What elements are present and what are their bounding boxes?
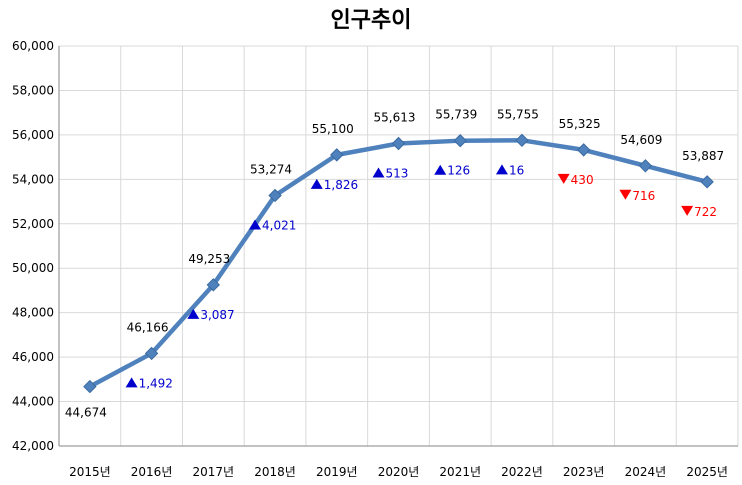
change-label: 513	[386, 166, 409, 180]
data-point-marker	[515, 133, 529, 148]
change-label: 430	[571, 173, 594, 187]
data-label: 46,166	[127, 320, 169, 334]
x-tick-label: 2015년	[69, 465, 111, 479]
data-label: 55,100	[312, 122, 354, 136]
data-point-marker	[576, 143, 591, 157]
decrease-triangle-icon	[557, 173, 570, 184]
change-label: 722	[694, 205, 717, 219]
data-label: 53,274	[250, 162, 292, 176]
x-tick-label: 2019년	[316, 465, 358, 479]
increase-triangle-icon	[125, 377, 138, 388]
x-tick-label: 2017년	[193, 465, 235, 479]
y-tick-label: 42,000	[12, 439, 54, 453]
decrease-triangle-icon	[681, 205, 694, 216]
decrease-triangle-icon	[619, 189, 632, 200]
x-tick-label: 2018년	[254, 465, 296, 479]
change-label: 16	[509, 163, 524, 177]
data-label: 54,609	[620, 133, 662, 147]
y-tick-label: 46,000	[12, 350, 54, 364]
data-label: 53,887	[682, 149, 724, 163]
data-label: 49,253	[188, 252, 230, 266]
y-tick-label: 50,000	[12, 261, 54, 275]
increase-triangle-icon	[434, 164, 447, 175]
y-tick-label: 48,000	[12, 306, 54, 320]
data-point-marker	[330, 148, 344, 162]
chart-title: 인구추이	[330, 8, 412, 33]
data-label: 55,613	[374, 110, 416, 124]
increase-triangle-icon	[187, 308, 200, 319]
x-tick-label: 2016년	[131, 465, 173, 479]
y-tick-label: 44,000	[12, 395, 54, 409]
increase-triangle-icon	[310, 178, 323, 189]
data-point-marker	[206, 278, 221, 292]
data-point-marker	[453, 133, 467, 148]
change-label: 1,826	[324, 178, 358, 192]
y-tick-label: 52,000	[12, 217, 54, 231]
data-point-marker	[83, 379, 97, 394]
change-label: 126	[447, 164, 470, 178]
data-point-marker	[391, 136, 406, 151]
data-label: 55,739	[435, 108, 477, 122]
x-tick-label: 2023년	[563, 465, 605, 479]
data-label: 55,325	[559, 117, 601, 131]
y-tick-label: 60,000	[12, 39, 54, 53]
data-point-marker	[700, 175, 714, 189]
increase-triangle-icon	[372, 167, 385, 178]
change-label: 716	[632, 189, 655, 203]
data-label: 55,755	[497, 107, 539, 121]
data-point-marker	[144, 346, 159, 361]
increase-triangle-icon	[495, 164, 508, 175]
y-tick-label: 58,000	[12, 83, 54, 97]
data-point-marker	[268, 188, 282, 203]
y-tick-label: 56,000	[12, 128, 54, 142]
change-label: 4,021	[262, 218, 296, 232]
x-tick-label: 2022년	[501, 465, 543, 479]
data-point-marker	[638, 159, 653, 173]
increase-triangle-icon	[249, 219, 262, 230]
x-tick-label: 2024년	[625, 465, 667, 479]
data-label: 44,674	[65, 406, 107, 420]
x-tick-label: 2020년	[378, 465, 420, 479]
y-tick-label: 54,000	[12, 172, 54, 186]
change-label: 1,492	[139, 376, 173, 390]
x-tick-label: 2021년	[439, 465, 481, 479]
change-label: 3,087	[200, 308, 234, 322]
x-tick-label: 2025년	[686, 465, 728, 479]
